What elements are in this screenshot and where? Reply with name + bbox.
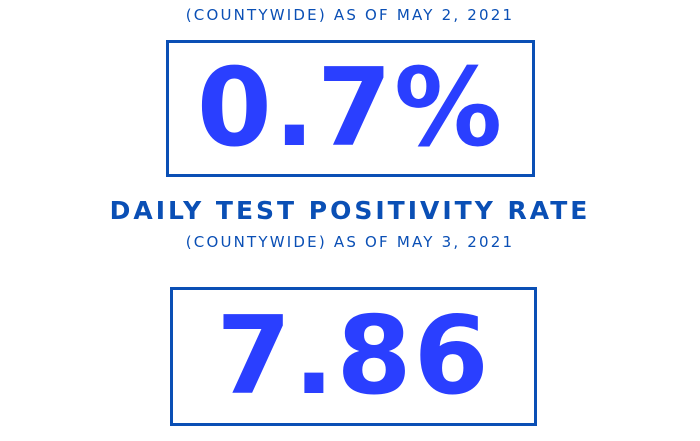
section2-value-box: 7.86 bbox=[170, 287, 537, 426]
section1-value: 0.7% bbox=[196, 45, 505, 171]
section1-value-box: 0.7% bbox=[166, 40, 535, 177]
section1-subtitle: (COUNTYWIDE) AS OF MAY 2, 2021 bbox=[185, 6, 515, 24]
section2-title: DAILY TEST POSITIVITY RATE bbox=[109, 196, 591, 225]
section2-value: 7.86 bbox=[216, 293, 491, 419]
section2-subtitle: (COUNTYWIDE) AS OF MAY 3, 2021 bbox=[185, 233, 515, 251]
